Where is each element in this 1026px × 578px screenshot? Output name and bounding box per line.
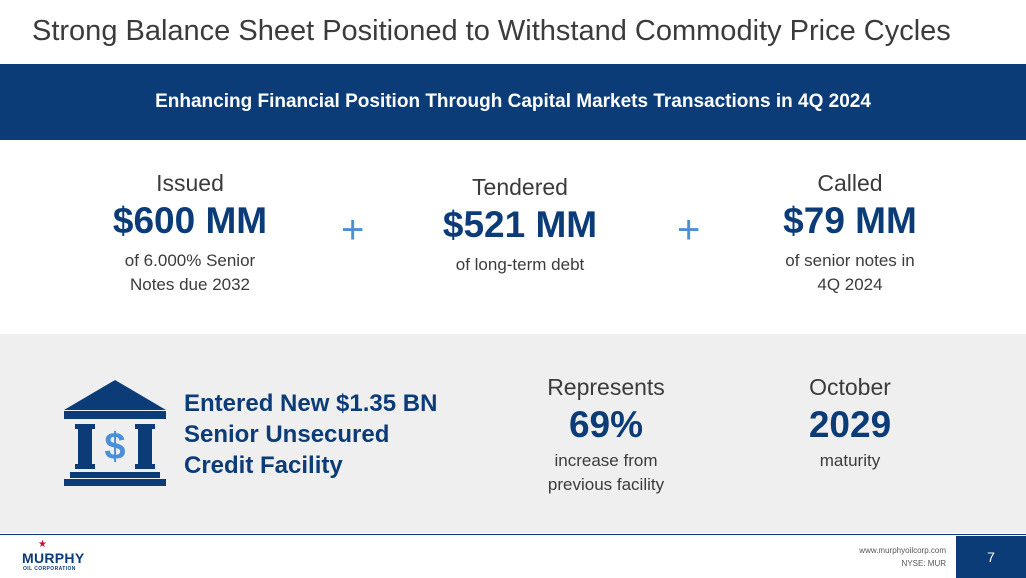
stat-desc: increase from previous facility	[506, 449, 706, 497]
stat-desc-line: 4Q 2024	[817, 275, 883, 294]
stat-called: Called $79 MM of senior notes in 4Q 2024	[750, 170, 950, 297]
stat-desc-line: increase from	[554, 451, 658, 470]
section-banner: Enhancing Financial Position Through Cap…	[0, 64, 1026, 140]
logo-name: MURPHY	[22, 550, 85, 566]
ticker-text: NYSE: MUR	[901, 559, 946, 568]
logo-subtitle: OIL CORPORATION	[23, 566, 76, 572]
stat-label: Issued	[156, 170, 224, 196]
stat-desc-line: maturity	[819, 451, 881, 470]
stat-desc: of 6.000% Senior Notes due 2032	[90, 249, 290, 297]
facility-line: Entered New $1.35 BN	[184, 390, 438, 417]
slide-title: Strong Balance Sheet Positioned to Withs…	[32, 15, 951, 47]
stat-desc: of senior notes in 4Q 2024	[750, 249, 950, 297]
footer-divider	[0, 534, 1026, 535]
stat-value: 2029	[808, 404, 892, 445]
plus-sign: +	[341, 208, 365, 252]
plus-sign: +	[677, 208, 701, 252]
website-link[interactable]: www.murphyoilcorp.com	[859, 546, 946, 555]
stat-desc: maturity	[750, 449, 950, 473]
stat-label: Represents	[547, 374, 665, 400]
stat-value: $79 MM	[783, 200, 917, 241]
stat-label: Tendered	[472, 174, 568, 200]
bank-dollar-icon: $	[64, 380, 166, 486]
stat-desc: of long-term debt	[420, 253, 620, 277]
banner-text: Enhancing Financial Position Through Cap…	[155, 91, 871, 112]
page-number: 7	[956, 536, 1026, 578]
svg-text:$: $	[104, 426, 125, 468]
footer-info: www.murphyoilcorp.com NYSE: MUR	[859, 544, 946, 570]
stat-value: $521 MM	[442, 204, 598, 245]
murphy-logo: ★ MURPHY OIL CORPORATION	[22, 540, 102, 574]
stat-issued: Issued $600 MM of 6.000% Senior Notes du…	[90, 170, 290, 297]
stat-desc-line: previous facility	[547, 475, 665, 494]
stat-value: 69%	[568, 404, 644, 445]
stat-desc-line: of long-term debt	[455, 255, 585, 274]
stat-label: Called	[817, 170, 883, 196]
stat-desc-line: Notes due 2032	[129, 275, 251, 294]
stat-desc-line: of senior notes in	[785, 251, 915, 270]
star-icon: ★	[38, 539, 47, 550]
page-number-text: 7	[987, 549, 995, 565]
credit-facility-section	[0, 334, 1026, 533]
facility-description: Entered New $1.35 BN Senior Unsecured Cr…	[184, 388, 484, 481]
stat-label: October	[809, 374, 891, 400]
stat-desc-line: of 6.000% Senior	[124, 251, 256, 270]
stat-maturity: October 2029 maturity	[750, 374, 950, 473]
stat-represents: Represents 69% increase from previous fa…	[506, 374, 706, 497]
facility-line: Credit Facility	[184, 452, 343, 479]
stat-value: $600 MM	[112, 200, 268, 241]
facility-line: Senior Unsecured	[184, 421, 390, 448]
stat-tendered: Tendered $521 MM of long-term debt	[420, 174, 620, 277]
